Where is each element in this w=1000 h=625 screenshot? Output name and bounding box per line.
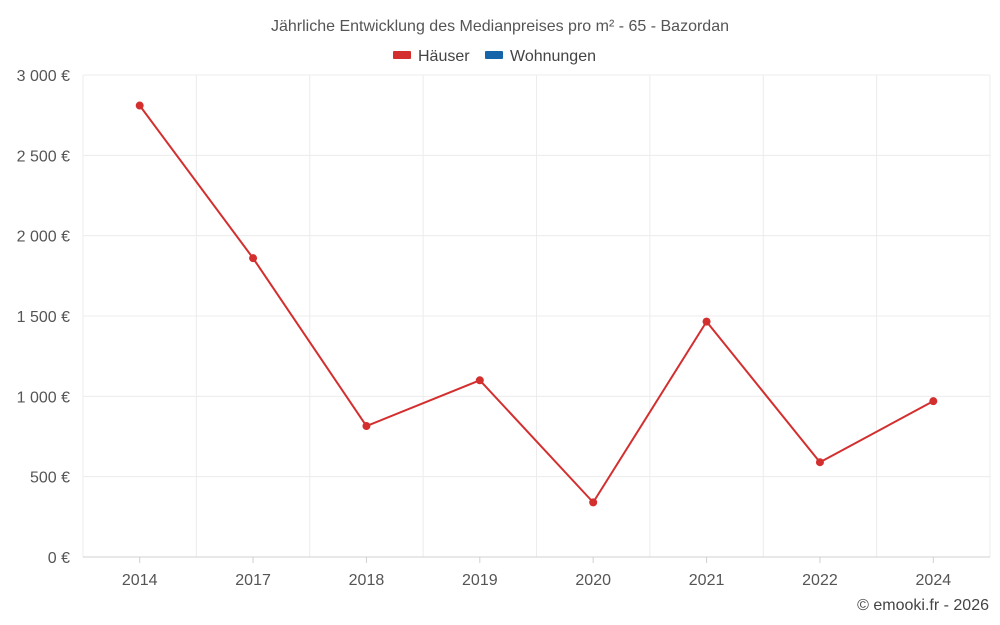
y-tick-label: 1 500 €	[17, 309, 70, 326]
data-point[interactable]	[475, 376, 484, 385]
data-point[interactable]	[135, 101, 144, 110]
series	[135, 101, 938, 507]
x-tick-label: 2024	[916, 572, 952, 589]
axes: 0 € 500 € 1 000 € 1 500 € 2 000 € 2 500 € 3 00…	[17, 68, 990, 589]
series-line	[138, 104, 934, 504]
legend: Häuser Wohnungen	[393, 48, 596, 65]
x-tick-label: 2022	[802, 572, 838, 589]
x-tick-label: 2020	[575, 572, 611, 589]
y-tick-label: 1 000 €	[17, 389, 70, 406]
y-tick-label: 3 000 €	[17, 68, 70, 85]
x-tick-label: 2014	[122, 572, 158, 589]
data-point[interactable]	[362, 422, 371, 431]
legend-swatch-haeuser	[393, 51, 411, 59]
y-tick-label: 500 €	[30, 470, 70, 487]
legend-label-haeuser: Häuser	[418, 48, 470, 65]
legend-label-wohnungen: Wohnungen	[510, 48, 596, 65]
y-tick-label: 2 500 €	[17, 148, 70, 165]
credit-text: © emooki.fr - 2026	[857, 597, 989, 614]
y-tick-label: 0 €	[48, 550, 70, 567]
data-point[interactable]	[815, 458, 824, 467]
grid	[82, 74, 991, 557]
data-point[interactable]	[929, 397, 938, 406]
y-tick-label: 2 000 €	[17, 229, 70, 246]
legend-swatch-wohnungen	[485, 51, 503, 59]
x-tick-label: 2018	[349, 572, 385, 589]
data-point[interactable]	[702, 317, 711, 326]
legend-item-haeuser[interactable]: Häuser	[393, 48, 470, 65]
x-tick-label: 2021	[689, 572, 725, 589]
data-point[interactable]	[249, 254, 258, 263]
x-tick-label: 2019	[462, 572, 498, 589]
data-point[interactable]	[589, 498, 598, 507]
chart-title: Jährliche Entwicklung des Medianpreises …	[271, 18, 729, 35]
x-tick-label: 2017	[235, 572, 271, 589]
legend-item-wohnungen[interactable]: Wohnungen	[485, 48, 596, 65]
